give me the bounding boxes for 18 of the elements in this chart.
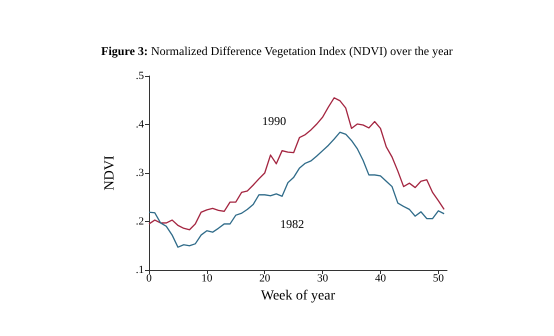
x-tick-label: 50	[432, 272, 444, 284]
x-tick-label: 20	[259, 272, 271, 284]
y-tick-label: .3	[136, 167, 144, 179]
line-series	[148, 97, 445, 230]
x-axis-title: Week of year	[260, 288, 336, 304]
y-tick-label: .2	[136, 216, 144, 228]
y-tick-label: .1	[136, 264, 144, 276]
line-series	[148, 132, 445, 248]
y-axis-title: NDVI	[102, 155, 118, 190]
y-tick-label: .5	[136, 70, 144, 82]
x-tick-label: 30	[317, 272, 329, 284]
x-tick-label: 0	[146, 272, 152, 284]
chart-title: Figure 3: Normalized Difference Vegetation Index (NDVI) over the year	[101, 44, 453, 58]
x-tick-label: 40	[374, 272, 386, 284]
y-tick-label: .4	[136, 118, 144, 130]
x-tick-label: 10	[201, 272, 213, 284]
series-label: 1982	[280, 216, 304, 231]
series-label: 1990	[262, 114, 286, 128]
